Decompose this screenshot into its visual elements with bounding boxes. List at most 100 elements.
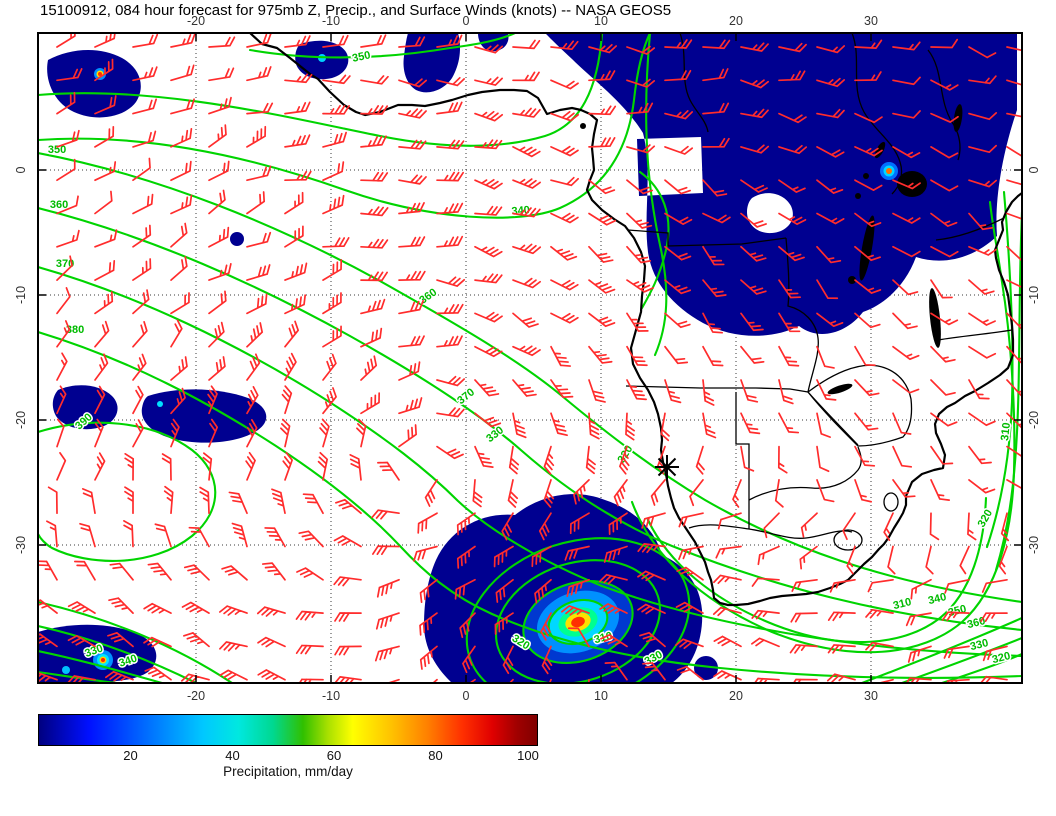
- wind-barb: [132, 385, 144, 415]
- wind-barb: [56, 68, 83, 82]
- wind-barb: [740, 108, 769, 119]
- wind-barb: [322, 131, 347, 148]
- wind-barb: [740, 212, 767, 228]
- wind-barb: [284, 191, 304, 215]
- wind-barb: [436, 276, 466, 287]
- wind-barb: [170, 356, 188, 381]
- wind-barb: [664, 212, 693, 225]
- wind-barb: [398, 139, 427, 150]
- wind-barb: [689, 479, 704, 507]
- wind-barb: [38, 633, 58, 648]
- wind-barb: [540, 612, 552, 641]
- wind-barb: [664, 279, 692, 295]
- wind-barb: [474, 110, 504, 122]
- wind-barb: [778, 279, 802, 299]
- annotation-layer: [655, 455, 679, 479]
- wind-barb: [826, 673, 856, 683]
- wind-barb: [512, 207, 541, 218]
- wind-barb: [94, 125, 115, 148]
- wind-barb: [371, 509, 400, 520]
- wind-barb: [907, 645, 932, 663]
- wind-barb: [626, 144, 656, 154]
- wind-barb: [94, 95, 117, 115]
- wind-barb: [968, 379, 990, 400]
- wind-barb: [588, 136, 616, 148]
- wind-barb: [604, 661, 628, 681]
- wind-barb: [282, 451, 293, 481]
- colorbar-tick-label: 100: [517, 748, 539, 763]
- wind-barb: [56, 320, 71, 348]
- wind-barb: [777, 445, 788, 474]
- wind-barb: [892, 41, 921, 51]
- island: [580, 123, 586, 129]
- wind-barb: [790, 612, 818, 623]
- wind-barb: [170, 98, 195, 115]
- wind-barb: [271, 488, 286, 515]
- wind-barb-layer: [38, 33, 1022, 683]
- wind-barb: [246, 353, 261, 381]
- wind-barb: [778, 212, 807, 226]
- wind-barb: [543, 479, 555, 508]
- wind-barb: [892, 279, 919, 296]
- wind-barb: [569, 512, 590, 535]
- wind-barb: [295, 610, 324, 621]
- wind-barb: [188, 526, 210, 548]
- wind-barb: [702, 68, 729, 82]
- wind-barb: [322, 194, 345, 215]
- wind-barb: [538, 512, 552, 541]
- wind-barb: [588, 212, 617, 226]
- wind-barb: [774, 479, 784, 508]
- wind-barb: [231, 522, 248, 548]
- wind-barb: [74, 560, 96, 581]
- height-contour: [985, 190, 1014, 549]
- country-border: [679, 33, 709, 133]
- wind-barb: [360, 206, 389, 217]
- wind-barb: [512, 146, 541, 158]
- wind-barb: [702, 412, 717, 439]
- wind-barb: [599, 603, 628, 614]
- precip-blob: [694, 656, 718, 680]
- wind-barb: [56, 91, 76, 115]
- precip-intense-core: [101, 658, 105, 662]
- wind-barb: [436, 445, 464, 460]
- wind-barb: [56, 229, 80, 248]
- wind-barb: [980, 612, 1008, 623]
- lat-tick-label-right: -10: [1027, 286, 1041, 304]
- wind-barb: [284, 294, 307, 315]
- wind-barb: [454, 578, 476, 600]
- wind-barb: [280, 418, 291, 448]
- height-contour-closed-low: [495, 559, 661, 683]
- wind-barb: [905, 612, 932, 627]
- wind-barb: [108, 597, 134, 614]
- wind-barb: [816, 77, 846, 88]
- wind-barb: [38, 560, 58, 581]
- wind-barb: [512, 345, 541, 357]
- wind-barb: [56, 195, 79, 215]
- wind-barb: [642, 662, 666, 681]
- wind-barb: [132, 193, 154, 215]
- wind-barb: [246, 102, 274, 115]
- wind-barb: [494, 612, 514, 635]
- wind-barb: [968, 345, 997, 359]
- height-contour: [38, 600, 234, 683]
- wind-barb: [740, 412, 761, 435]
- wind-barb: [778, 144, 808, 155]
- wind-barb: [550, 110, 580, 122]
- height-contour: [38, 33, 652, 219]
- wind-barb: [474, 379, 500, 397]
- wind-barb: [360, 135, 387, 148]
- height-contour: [38, 206, 1022, 632]
- wind-barb: [892, 379, 920, 394]
- wind-barb: [208, 290, 227, 315]
- wind-barb: [930, 445, 954, 465]
- wind-barb: [588, 312, 616, 328]
- wind-barb: [474, 76, 503, 86]
- wind-barb: [94, 385, 106, 415]
- wind-barb: [38, 599, 58, 614]
- wind-barb: [436, 101, 463, 115]
- wind-barb: [846, 545, 856, 575]
- wind-barb: [892, 146, 921, 159]
- wind-barb: [740, 79, 770, 89]
- wind-barb: [246, 66, 272, 82]
